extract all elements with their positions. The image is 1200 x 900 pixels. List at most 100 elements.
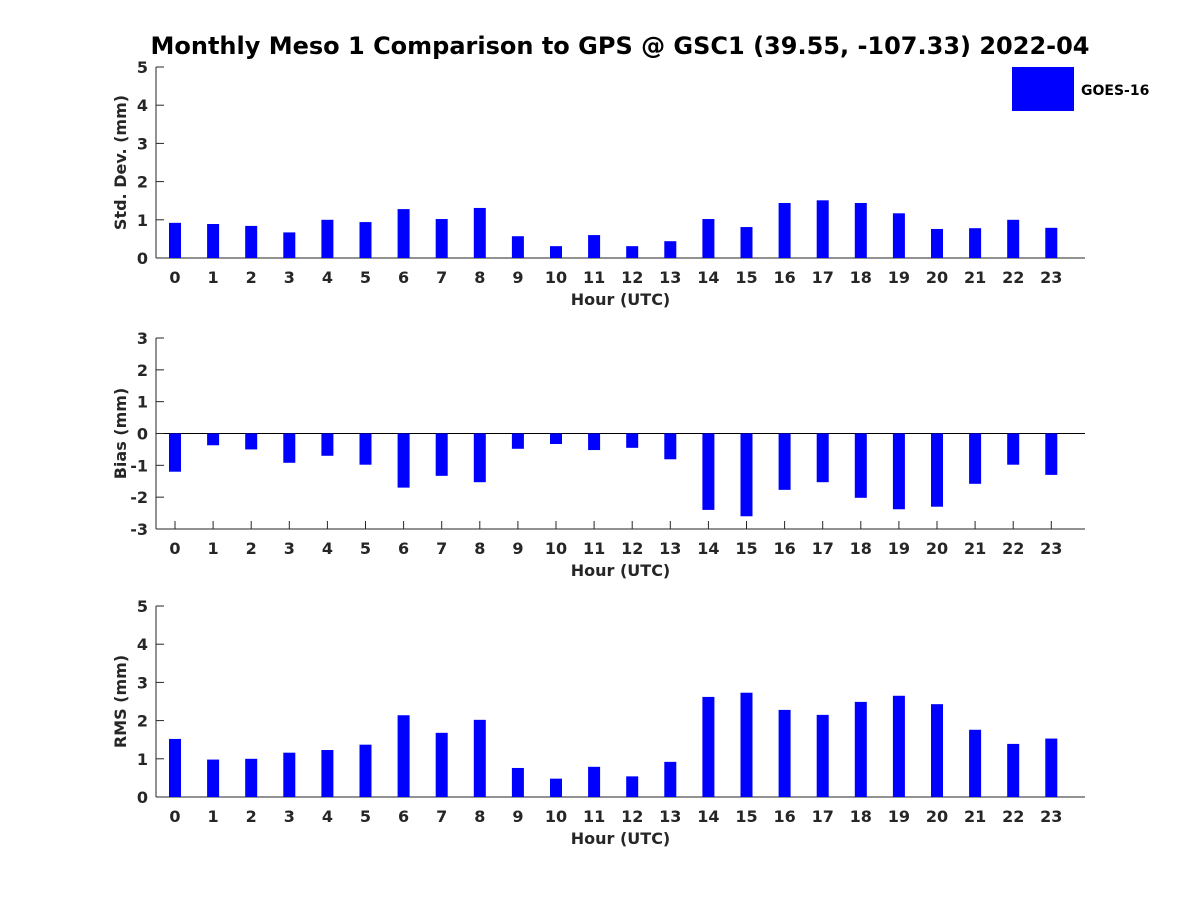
bias-y-tick-label: -1 — [130, 456, 148, 475]
std-dev-bar — [473, 207, 486, 258]
bias-bar — [969, 433, 982, 484]
std-dev-x-tick-label: 19 — [888, 268, 910, 287]
rms-bar — [740, 692, 753, 797]
bias-bar — [778, 433, 791, 490]
std-dev-bar — [245, 225, 258, 258]
std-dev-x-tick-label: 6 — [398, 268, 409, 287]
bias-bar — [283, 433, 296, 463]
std-dev-bar — [969, 228, 982, 258]
std-dev-x-tick-label: 21 — [964, 268, 986, 287]
std-dev-x-tick-label: 13 — [659, 268, 681, 287]
std-dev-x-tick-label: 0 — [169, 268, 180, 287]
rms-x-tick-label: 16 — [773, 807, 795, 826]
rms-x-tick-label: 8 — [474, 807, 485, 826]
bias-x-tick-label: 21 — [964, 539, 986, 558]
std-dev-y-tick-label: 4 — [137, 96, 148, 115]
bias-x-axis-label: Hour (UTC) — [571, 561, 671, 580]
rms-y-axis-label: RMS (mm) — [111, 655, 130, 748]
std-dev-x-tick-label: 17 — [812, 268, 834, 287]
legend: GOES-16 — [1012, 67, 1149, 111]
std-dev-bar — [740, 227, 753, 258]
bias-x-tick-label: 15 — [735, 539, 757, 558]
bias-bar — [931, 433, 943, 507]
std-dev-x-tick-label: 14 — [697, 268, 719, 287]
rms-bar — [931, 704, 943, 797]
bias-x-tick-label: 20 — [926, 539, 948, 558]
std-dev-bar — [1007, 219, 1020, 258]
rms-bar — [816, 714, 829, 797]
bias-x-tick-label: 3 — [284, 539, 295, 558]
rms-bar — [778, 709, 791, 797]
bias-bar — [473, 433, 486, 483]
bias-x-tick-label: 11 — [583, 539, 605, 558]
bias-x-tick-label: 4 — [322, 539, 333, 558]
std-dev-bar — [511, 236, 524, 258]
std-dev-bar — [931, 228, 943, 258]
legend-label: GOES-16 — [1081, 83, 1149, 99]
bias-y-tick-label: 3 — [137, 329, 148, 348]
rms-x-tick-label: 7 — [436, 807, 447, 826]
rms-x-tick-label: 2 — [246, 807, 257, 826]
rms-bar — [207, 759, 220, 797]
bias-x-tick-label: 8 — [474, 539, 485, 558]
bias-y-axis-label: Bias (mm) — [111, 388, 130, 480]
std-dev-x-tick-label: 9 — [512, 268, 523, 287]
rms-bar — [283, 752, 296, 797]
std-dev-x-tick-label: 16 — [773, 268, 795, 287]
rms-x-tick-label: 10 — [545, 807, 567, 826]
bias-bar — [550, 433, 562, 445]
rms-y-tick-label: 4 — [137, 635, 148, 654]
bias-bar — [854, 433, 867, 498]
bias-bar — [1007, 433, 1020, 465]
bias-x-tick-label: 13 — [659, 539, 681, 558]
rms-x-tick-label: 17 — [812, 807, 834, 826]
rms-bar — [969, 729, 982, 797]
rms-y-tick-label: 3 — [137, 673, 148, 692]
bias-bar — [207, 433, 220, 446]
rms-x-tick-label: 22 — [1002, 807, 1024, 826]
bias-x-tick-label: 6 — [398, 539, 409, 558]
std-dev-y-tick-label: 3 — [137, 134, 148, 153]
rms-x-tick-label: 13 — [659, 807, 681, 826]
rms-x-tick-label: 5 — [360, 807, 371, 826]
std-dev-x-tick-label: 2 — [246, 268, 257, 287]
rms-x-tick-label: 1 — [208, 807, 219, 826]
rms-x-tick-label: 3 — [284, 807, 295, 826]
bias-bar — [511, 433, 524, 449]
bias-bar — [169, 433, 181, 472]
bias-bar — [397, 433, 410, 488]
rms-bar — [702, 696, 715, 797]
std-dev-x-tick-label: 18 — [850, 268, 872, 287]
rms-x-tick-label: 9 — [512, 807, 523, 826]
bias-x-tick-label: 14 — [697, 539, 719, 558]
std-dev-x-tick-label: 22 — [1002, 268, 1024, 287]
rms-x-tick-label: 14 — [697, 807, 719, 826]
std-dev-bar — [1045, 227, 1058, 258]
bias-bar — [892, 433, 905, 510]
bias-x-tick-label: 12 — [621, 539, 643, 558]
bias-x-tick-label: 9 — [512, 539, 523, 558]
std-dev-bar — [816, 200, 829, 258]
rms-bar — [626, 776, 639, 797]
rms-bar — [321, 750, 334, 797]
rms-x-tick-label: 15 — [735, 807, 757, 826]
std-dev-x-tick-label: 7 — [436, 268, 447, 287]
std-dev-x-tick-label: 1 — [208, 268, 219, 287]
std-dev-x-tick-label: 8 — [474, 268, 485, 287]
bias-x-tick-label: 16 — [773, 539, 795, 558]
rms-y-tick-label: 0 — [137, 788, 148, 807]
rms-x-tick-label: 11 — [583, 807, 605, 826]
rms-bar — [892, 695, 905, 797]
rms-y-tick-label: 2 — [137, 712, 148, 731]
std-dev-x-tick-label: 10 — [545, 268, 567, 287]
rms-x-tick-label: 19 — [888, 807, 910, 826]
rms-x-tick-label: 23 — [1040, 807, 1062, 826]
bias-y-tick-label: 0 — [137, 425, 148, 444]
bias-x-tick-label: 2 — [246, 539, 257, 558]
rms-x-tick-label: 21 — [964, 807, 986, 826]
std-dev-bar — [854, 202, 867, 258]
bias-bar — [740, 433, 753, 517]
